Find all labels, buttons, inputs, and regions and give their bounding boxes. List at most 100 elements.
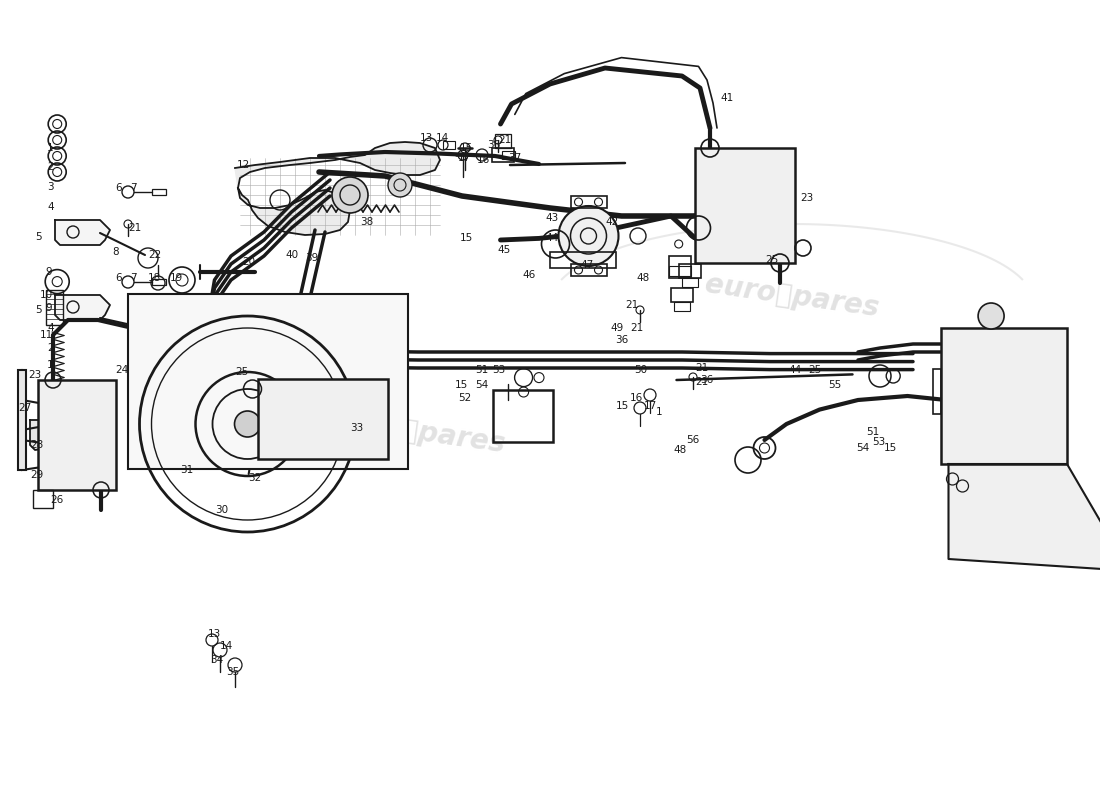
Text: 23: 23 xyxy=(28,370,42,380)
Text: 48: 48 xyxy=(673,445,686,455)
Text: 15: 15 xyxy=(460,143,473,153)
Text: 47: 47 xyxy=(580,260,593,270)
Text: 19: 19 xyxy=(170,273,184,283)
Bar xyxy=(492,148,514,162)
Text: 51: 51 xyxy=(866,427,879,437)
Bar xyxy=(502,151,515,159)
Text: 21: 21 xyxy=(498,135,512,145)
Text: 6: 6 xyxy=(116,183,122,193)
Text: euroⓈpares: euroⓈpares xyxy=(703,270,881,322)
Text: 18: 18 xyxy=(148,273,162,283)
Text: 46: 46 xyxy=(522,270,536,280)
Text: 42: 42 xyxy=(605,217,618,227)
Text: 21: 21 xyxy=(128,223,141,233)
Text: 30: 30 xyxy=(214,505,228,515)
Text: 37: 37 xyxy=(508,153,521,163)
Bar xyxy=(493,390,553,442)
Text: 23: 23 xyxy=(800,193,813,203)
Bar xyxy=(443,141,455,149)
Bar xyxy=(682,278,697,287)
Bar xyxy=(152,279,166,285)
Text: 15: 15 xyxy=(616,401,629,411)
Text: 10: 10 xyxy=(40,290,53,300)
Text: 54: 54 xyxy=(856,443,869,453)
Text: 4: 4 xyxy=(47,323,54,333)
Text: 36: 36 xyxy=(615,335,628,345)
Text: 53: 53 xyxy=(492,365,505,375)
Circle shape xyxy=(234,411,261,437)
Text: 12: 12 xyxy=(236,160,251,170)
Text: 21: 21 xyxy=(625,300,638,310)
Text: 17: 17 xyxy=(644,401,658,411)
Text: 16: 16 xyxy=(477,155,491,165)
Text: 15: 15 xyxy=(455,380,469,390)
Text: 13: 13 xyxy=(208,629,221,639)
Text: 53: 53 xyxy=(872,437,886,447)
Circle shape xyxy=(559,206,618,266)
Text: 26: 26 xyxy=(50,495,64,505)
Bar xyxy=(669,256,691,278)
Text: 38: 38 xyxy=(360,217,373,227)
Bar xyxy=(128,294,407,469)
Text: 28: 28 xyxy=(30,440,43,450)
Text: 1: 1 xyxy=(47,360,54,370)
Circle shape xyxy=(978,303,1004,329)
Circle shape xyxy=(332,177,368,213)
Text: 9: 9 xyxy=(45,267,52,277)
Text: 21: 21 xyxy=(695,363,708,373)
Text: 9: 9 xyxy=(45,303,52,313)
Text: 45: 45 xyxy=(497,245,510,255)
Polygon shape xyxy=(55,295,110,320)
Text: 4: 4 xyxy=(47,202,54,212)
Polygon shape xyxy=(55,220,110,245)
Bar xyxy=(257,379,387,459)
Text: 56: 56 xyxy=(686,435,700,445)
Bar xyxy=(669,266,691,275)
Text: 16: 16 xyxy=(630,393,644,403)
Bar xyxy=(18,370,26,470)
Bar xyxy=(39,380,116,490)
Bar xyxy=(550,252,616,268)
Text: 36: 36 xyxy=(700,375,713,385)
Text: 2: 2 xyxy=(47,162,54,172)
Bar xyxy=(495,134,512,148)
Text: 5: 5 xyxy=(35,232,42,242)
Bar xyxy=(571,196,606,208)
Text: 15: 15 xyxy=(460,233,473,243)
Text: 35: 35 xyxy=(226,667,240,677)
Bar xyxy=(671,288,693,302)
Text: 7: 7 xyxy=(130,273,136,283)
Bar xyxy=(152,189,166,195)
Text: 13: 13 xyxy=(420,133,433,143)
Text: 31: 31 xyxy=(180,465,194,475)
Text: 39: 39 xyxy=(305,253,318,263)
Text: 32: 32 xyxy=(248,473,262,483)
Text: 21: 21 xyxy=(695,377,708,387)
Text: 48: 48 xyxy=(636,273,649,283)
Bar xyxy=(571,264,606,276)
Text: 20: 20 xyxy=(242,257,255,267)
Bar xyxy=(33,490,53,508)
Text: 29: 29 xyxy=(30,470,43,480)
Text: 51: 51 xyxy=(475,365,488,375)
Text: 15: 15 xyxy=(884,443,898,453)
Text: 17: 17 xyxy=(458,153,471,163)
Bar xyxy=(679,264,701,278)
Bar xyxy=(940,328,1067,464)
Bar xyxy=(695,148,795,263)
Text: 49: 49 xyxy=(610,323,624,333)
Text: 14: 14 xyxy=(220,641,233,651)
Text: 25: 25 xyxy=(764,255,779,265)
Text: 1: 1 xyxy=(656,407,662,417)
Text: 22: 22 xyxy=(148,250,162,260)
Text: 5: 5 xyxy=(35,305,42,315)
Text: 41: 41 xyxy=(720,93,734,103)
Text: 44: 44 xyxy=(544,233,558,243)
Text: 33: 33 xyxy=(350,423,363,433)
Text: 1: 1 xyxy=(47,143,54,153)
Text: 14: 14 xyxy=(436,133,449,143)
Text: 44: 44 xyxy=(788,365,801,375)
Text: 11: 11 xyxy=(40,330,53,340)
Text: 27: 27 xyxy=(18,403,31,413)
Text: 25: 25 xyxy=(808,365,822,375)
